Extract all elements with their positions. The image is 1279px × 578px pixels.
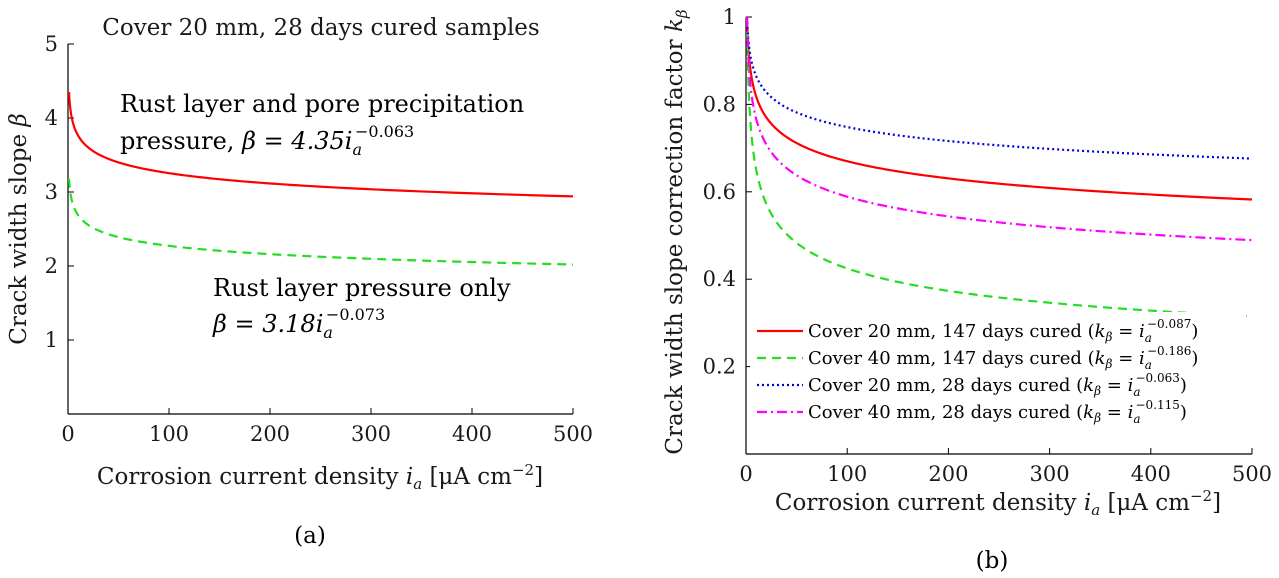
y-tick-label: 3 [45, 180, 58, 204]
y-tick-label: 0.4 [703, 267, 736, 291]
y-tick-label: 4 [45, 106, 58, 130]
series-line-3 [745, 16, 1253, 160]
annotation-2-line1: Rust layer pressure only [213, 274, 511, 302]
x-tick-label: 100 [149, 422, 189, 446]
y-tick-label: 0.8 [703, 92, 736, 116]
y-tick-label: 5 [45, 32, 58, 56]
legend: Cover 20 mm, 147 days cured (kβ = ia−0.0… [750, 312, 1246, 436]
annotation-2-line2: β = 3.18ia−0.073 [212, 305, 385, 342]
x-tick-label: 300 [1030, 462, 1070, 486]
y-tick-label: 1 [45, 328, 58, 352]
x-tick-label: 500 [553, 422, 593, 446]
series-line-4 [745, 16, 1253, 242]
annotation-1-line2: pressure, β = 4.35ia−0.063 [120, 122, 414, 159]
x-tick-label: 400 [452, 422, 492, 446]
legend-label-3: Cover 20 mm, 28 days cured (kβ = ia−0.06… [808, 371, 1187, 399]
legend-label-4: Cover 40 mm, 28 days cured (kβ = ia−0.11… [808, 398, 1187, 426]
x-tick-label: 300 [351, 422, 391, 446]
legend-label-1: Cover 20 mm, 147 days cured (kβ = ia−0.0… [808, 317, 1198, 345]
panel-b-y-axis-label: Crack width slope correction factor kβ [662, 9, 691, 454]
x-tick-label: 500 [1232, 462, 1272, 486]
annotation-1-line1: Rust layer and pore precipitation [120, 90, 524, 118]
series-line-2 [745, 16, 1253, 318]
x-tick-label: 200 [250, 422, 290, 446]
x-tick-label: 0 [739, 462, 752, 486]
y-tick-label: 0.6 [703, 180, 736, 204]
panel-b-caption: (b) [976, 548, 1009, 574]
x-tick-label: 400 [1131, 462, 1171, 486]
y-tick-label: 2 [45, 254, 58, 278]
series-line-1 [67, 91, 574, 198]
legend-label-2: Cover 40 mm, 147 days cured (kβ = ia−0.1… [808, 344, 1198, 372]
y-tick-label: 1 [723, 5, 736, 29]
panel-b: 0 100 200 300 400 500 0.2 0.4 0.6 0.8 1 Crack widt… [662, 5, 1272, 574]
panel-a-title: Cover 20 mm, 28 days cured samples [102, 15, 539, 41]
panel-a-y-axis-label: Crack width slope β [6, 113, 32, 345]
annotation-rust-and-pore: Rust layer and pore precipitation pressu… [120, 90, 524, 159]
x-tick-label: 100 [827, 462, 867, 486]
panel-a: Cover 20 mm, 28 days cured samples 0 100 2… [6, 15, 593, 549]
series-line-1 [745, 16, 1253, 201]
panel-b-x-axis-label: Corrosion current density ia [μA cm−2] [775, 487, 1221, 519]
x-tick-label: 200 [928, 462, 968, 486]
annotation-rust-only: Rust layer pressure only β = 3.18ia−0.07… [212, 274, 511, 342]
panel-a-caption: (a) [294, 523, 326, 549]
x-tick-label: 0 [61, 422, 74, 446]
legend-box [750, 312, 1246, 436]
panel-a-x-axis-label: Corrosion current density ia [μA cm−2] [97, 461, 543, 493]
y-tick-label: 0.2 [703, 355, 736, 379]
series-line-2 [67, 178, 574, 266]
